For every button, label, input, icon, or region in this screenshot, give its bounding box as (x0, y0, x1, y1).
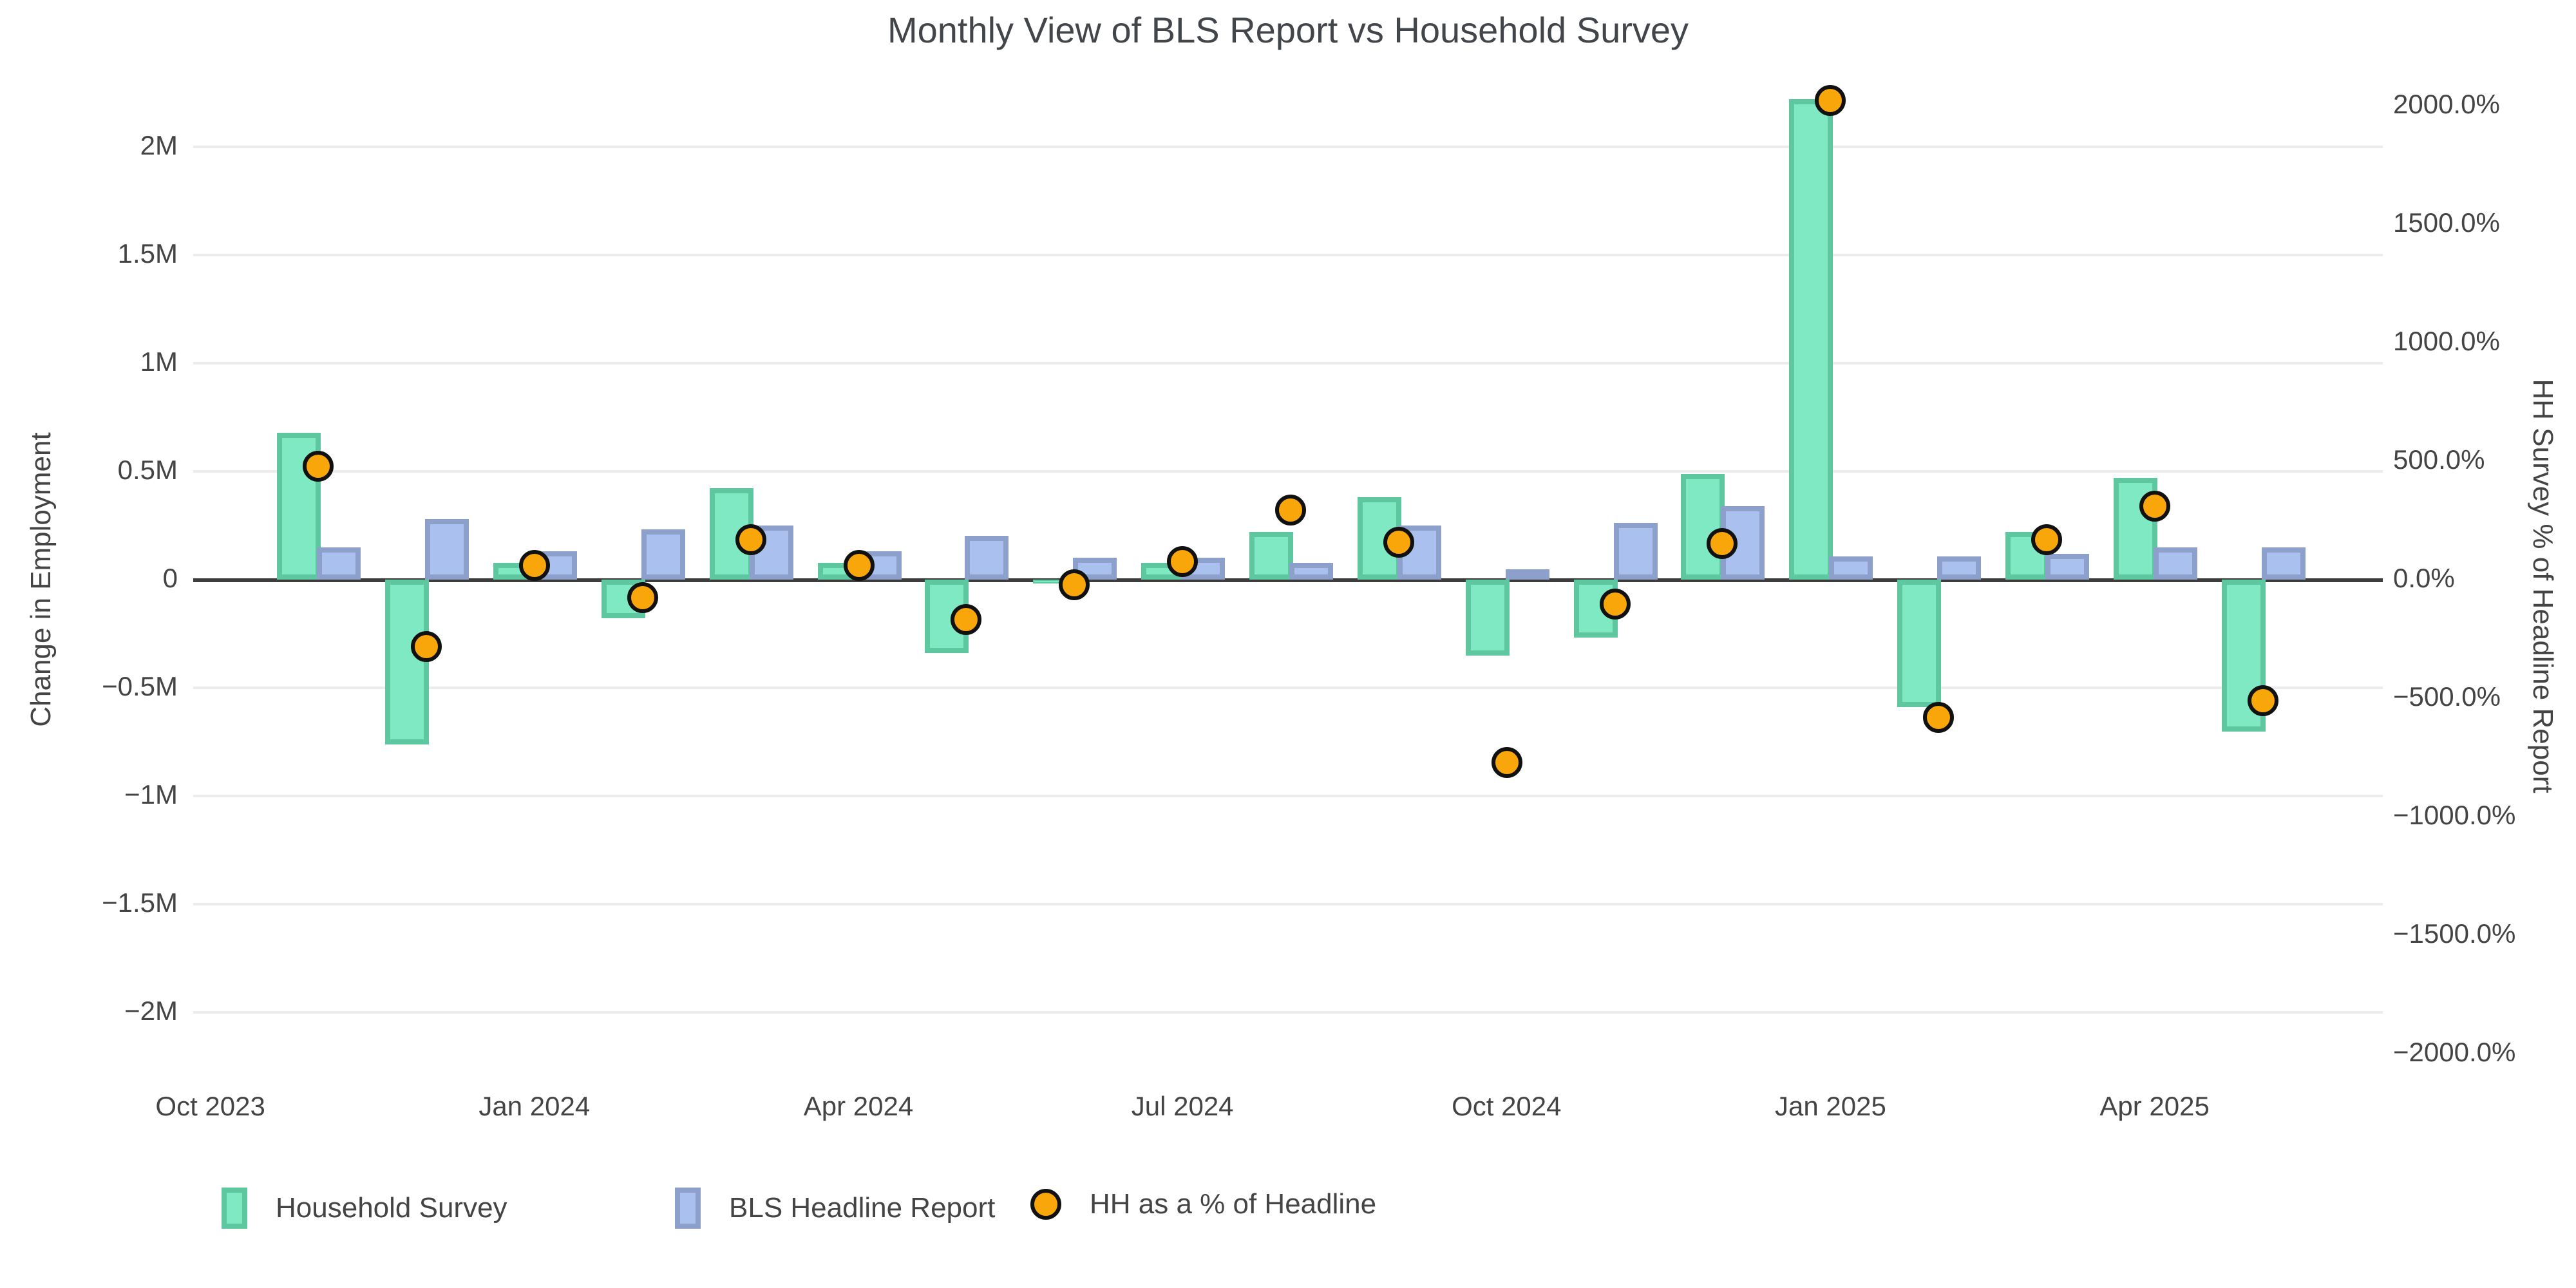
legend-label: BLS Headline Report (729, 1191, 996, 1224)
point-hh-as-pct-of-headline[interactable] (2247, 685, 2278, 716)
y-axis-tick-right: 1000.0% (2393, 327, 2500, 357)
point-hh-as-pct-of-headline[interactable] (303, 450, 334, 482)
y-axis-tick-right: 1500.0% (2393, 209, 2500, 238)
bar-bls-headline-report[interactable] (1505, 569, 1549, 580)
gridline (193, 254, 2383, 256)
point-hh-as-pct-of-headline[interactable] (627, 582, 658, 613)
point-hh-as-pct-of-headline[interactable] (1491, 746, 1522, 778)
point-hh-as-pct-of-headline[interactable] (1167, 546, 1198, 578)
bar-bls-headline-report[interactable] (1829, 556, 1873, 580)
bar-household-survey[interactable] (1789, 99, 1833, 580)
y-axis-tick-left: −2M (124, 997, 178, 1027)
bar-bls-headline-report[interactable] (2045, 553, 2089, 580)
legend: Household Survey BLS Headline Report HH as… (0, 1188, 2576, 1249)
x-axis-tick: Apr 2025 (2099, 1092, 2210, 1122)
legend-marker-square-icon (222, 1188, 247, 1229)
bar-bls-headline-report[interactable] (1073, 558, 1117, 580)
point-hh-as-pct-of-headline[interactable] (2031, 524, 2062, 555)
point-hh-as-pct-of-headline[interactable] (1059, 569, 1090, 600)
bar-bls-headline-report[interactable] (317, 547, 361, 580)
y-axis-tick-right: 0.0% (2393, 564, 2455, 594)
legend-marker-circle-icon (1030, 1189, 1061, 1220)
x-axis-tick: Oct 2023 (155, 1092, 265, 1122)
x-axis-tick: Jul 2024 (1131, 1092, 1234, 1122)
bar-household-survey[interactable] (1681, 473, 1725, 580)
point-hh-as-pct-of-headline[interactable] (1923, 701, 1955, 733)
point-hh-as-pct-of-headline[interactable] (1274, 494, 1306, 526)
gridline (193, 470, 2383, 473)
legend-label: Household Survey (276, 1191, 507, 1224)
y-axis-tick-left: 0 (162, 564, 178, 594)
bar-bls-headline-report[interactable] (2261, 547, 2306, 580)
bar-bls-headline-report[interactable] (425, 518, 469, 580)
y-axis-tick-left: 1M (140, 348, 178, 377)
gridline (193, 1011, 2383, 1014)
bar-bls-headline-report[interactable] (965, 536, 1009, 580)
bar-bls-headline-report[interactable] (1937, 556, 1982, 580)
bar-household-survey[interactable] (385, 580, 430, 744)
y-axis-tick-left: −0.5M (102, 672, 178, 702)
x-axis-tick: Jan 2024 (478, 1092, 591, 1122)
gridline (193, 362, 2383, 365)
x-axis-tick: Oct 2024 (1452, 1092, 1562, 1122)
y-axis-tick-left: 1.5M (117, 240, 178, 269)
point-hh-as-pct-of-headline[interactable] (1599, 589, 1631, 620)
bar-bls-headline-report[interactable] (1289, 562, 1333, 580)
point-hh-as-pct-of-headline[interactable] (843, 549, 874, 581)
point-hh-as-pct-of-headline[interactable] (1383, 527, 1414, 558)
point-hh-as-pct-of-headline[interactable] (951, 604, 982, 636)
x-axis-tick: Apr 2024 (803, 1092, 914, 1122)
point-hh-as-pct-of-headline[interactable] (411, 631, 442, 663)
point-hh-as-pct-of-headline[interactable] (1707, 528, 1738, 560)
bar-bls-headline-report[interactable] (641, 529, 685, 580)
zero-line (193, 578, 2383, 582)
y-axis-tick-right: −2000.0% (2393, 1038, 2516, 1068)
gridline (193, 146, 2383, 148)
legend-item-hh-as-pct-of-headline[interactable]: HH as a % of Headline (1030, 1188, 1376, 1221)
y-axis-tick-right: 500.0% (2393, 446, 2485, 475)
y-axis-tick-left: −1.5M (102, 889, 178, 918)
point-hh-as-pct-of-headline[interactable] (2139, 490, 2170, 522)
point-hh-as-pct-of-headline[interactable] (1815, 85, 1846, 117)
gridline (193, 795, 2383, 797)
point-hh-as-pct-of-headline[interactable] (735, 524, 766, 555)
chart-title: Monthly View of BLS Report vs Household … (887, 10, 1689, 50)
gridline (193, 903, 2383, 905)
bar-household-survey[interactable] (1465, 580, 1510, 656)
y-axis-tick-left: −1M (124, 781, 178, 810)
bar-bls-headline-report[interactable] (2153, 547, 2197, 580)
y-axis-tick-right: 2000.0% (2393, 90, 2500, 120)
y-axis-tick-left: 2M (140, 131, 178, 161)
y-axis-tick-right: −1500.0% (2393, 920, 2516, 949)
point-hh-as-pct-of-headline[interactable] (518, 549, 550, 581)
legend-item-household-survey[interactable]: Household Survey (222, 1188, 507, 1229)
y-axis-tick-right: −500.0% (2393, 683, 2501, 712)
legend-label: HH as a % of Headline (1090, 1188, 1377, 1220)
x-axis-tick: Jan 2025 (1775, 1092, 1886, 1122)
bar-household-survey[interactable] (1249, 532, 1293, 580)
bar-bls-headline-report[interactable] (1613, 523, 1658, 580)
gridline (193, 687, 2383, 689)
bar-household-survey[interactable] (1897, 580, 1942, 708)
y-axis-tick-right: −1000.0% (2393, 801, 2516, 831)
legend-item-bls-headline-report[interactable]: BLS Headline Report (675, 1188, 995, 1229)
legend-marker-square-icon (675, 1188, 701, 1229)
y-axis-tick-left: 0.5M (117, 456, 178, 486)
